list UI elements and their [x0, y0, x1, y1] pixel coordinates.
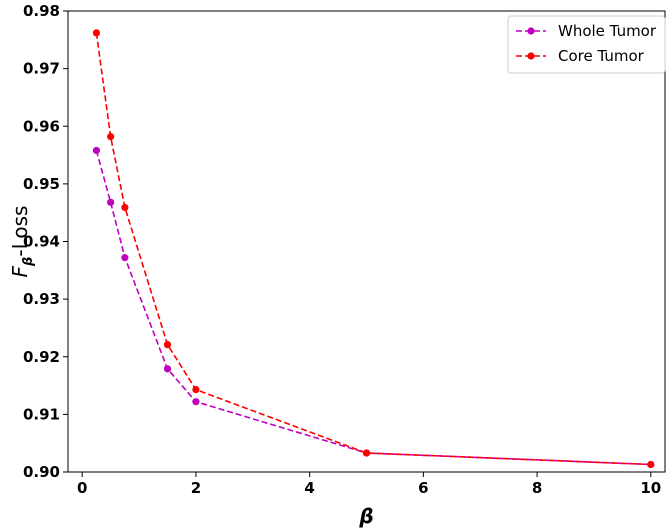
legend-marker — [527, 52, 535, 60]
series-core-tumor — [92, 29, 655, 469]
series-line — [95, 150, 651, 466]
plot-frame — [67, 10, 666, 473]
legend-label: Core Tumor — [558, 47, 645, 65]
data-point — [192, 398, 200, 406]
y-tick-label: 0.91 — [23, 405, 60, 423]
x-axis-label: β — [358, 504, 373, 528]
legend-box — [507, 15, 666, 74]
legend-marker — [527, 27, 535, 35]
data-point — [92, 29, 101, 37]
y-tick-label: 0.92 — [23, 348, 60, 366]
x-tick-label: 2 — [191, 479, 201, 497]
series-layer — [92, 29, 655, 469]
data-point — [121, 203, 129, 212]
data-point — [647, 460, 655, 469]
legend-label: Whole Tumor — [558, 22, 657, 40]
data-point — [163, 341, 172, 349]
x-tick-label: 6 — [418, 479, 428, 497]
x-tick-label: 0 — [77, 479, 87, 497]
legend: Whole Tumor Core Tumor — [507, 15, 666, 74]
x-tick-label: 10 — [640, 479, 661, 497]
data-point — [121, 254, 129, 262]
data-point — [107, 133, 115, 141]
y-tick-label: 0.95 — [23, 175, 60, 193]
series-whole-tumor — [92, 146, 655, 469]
y-tick-label: 0.90 — [23, 463, 60, 481]
data-point — [163, 365, 172, 373]
x-tick-label: 4 — [304, 479, 314, 497]
y-tick-label: 0.93 — [23, 290, 60, 308]
x-tick-label: 8 — [532, 479, 542, 497]
y-tick-label: 0.94 — [23, 233, 60, 251]
data-point — [92, 146, 101, 155]
y-tick-label: 0.98 — [23, 2, 60, 20]
y-axis-label-suffix: -Loss — [8, 206, 32, 257]
y-axis-label: Fβ-Loss — [8, 206, 36, 278]
data-point — [362, 449, 371, 457]
series-line — [95, 32, 651, 466]
y-tick-label: 0.96 — [23, 117, 60, 135]
data-point — [192, 385, 200, 394]
data-point — [107, 198, 115, 206]
y-axis-label-subscript: β — [21, 257, 36, 267]
axes-layer: 0 2 4 6 8 10 0.90 0.91 0.92 0.93 0.94 0.95 0.96 0.97 0… — [23, 2, 661, 497]
y-tick-label: 0.97 — [23, 60, 60, 78]
y-axis-label-main: F — [8, 265, 32, 277]
legend-items: Whole Tumor Core Tumor — [516, 22, 657, 65]
